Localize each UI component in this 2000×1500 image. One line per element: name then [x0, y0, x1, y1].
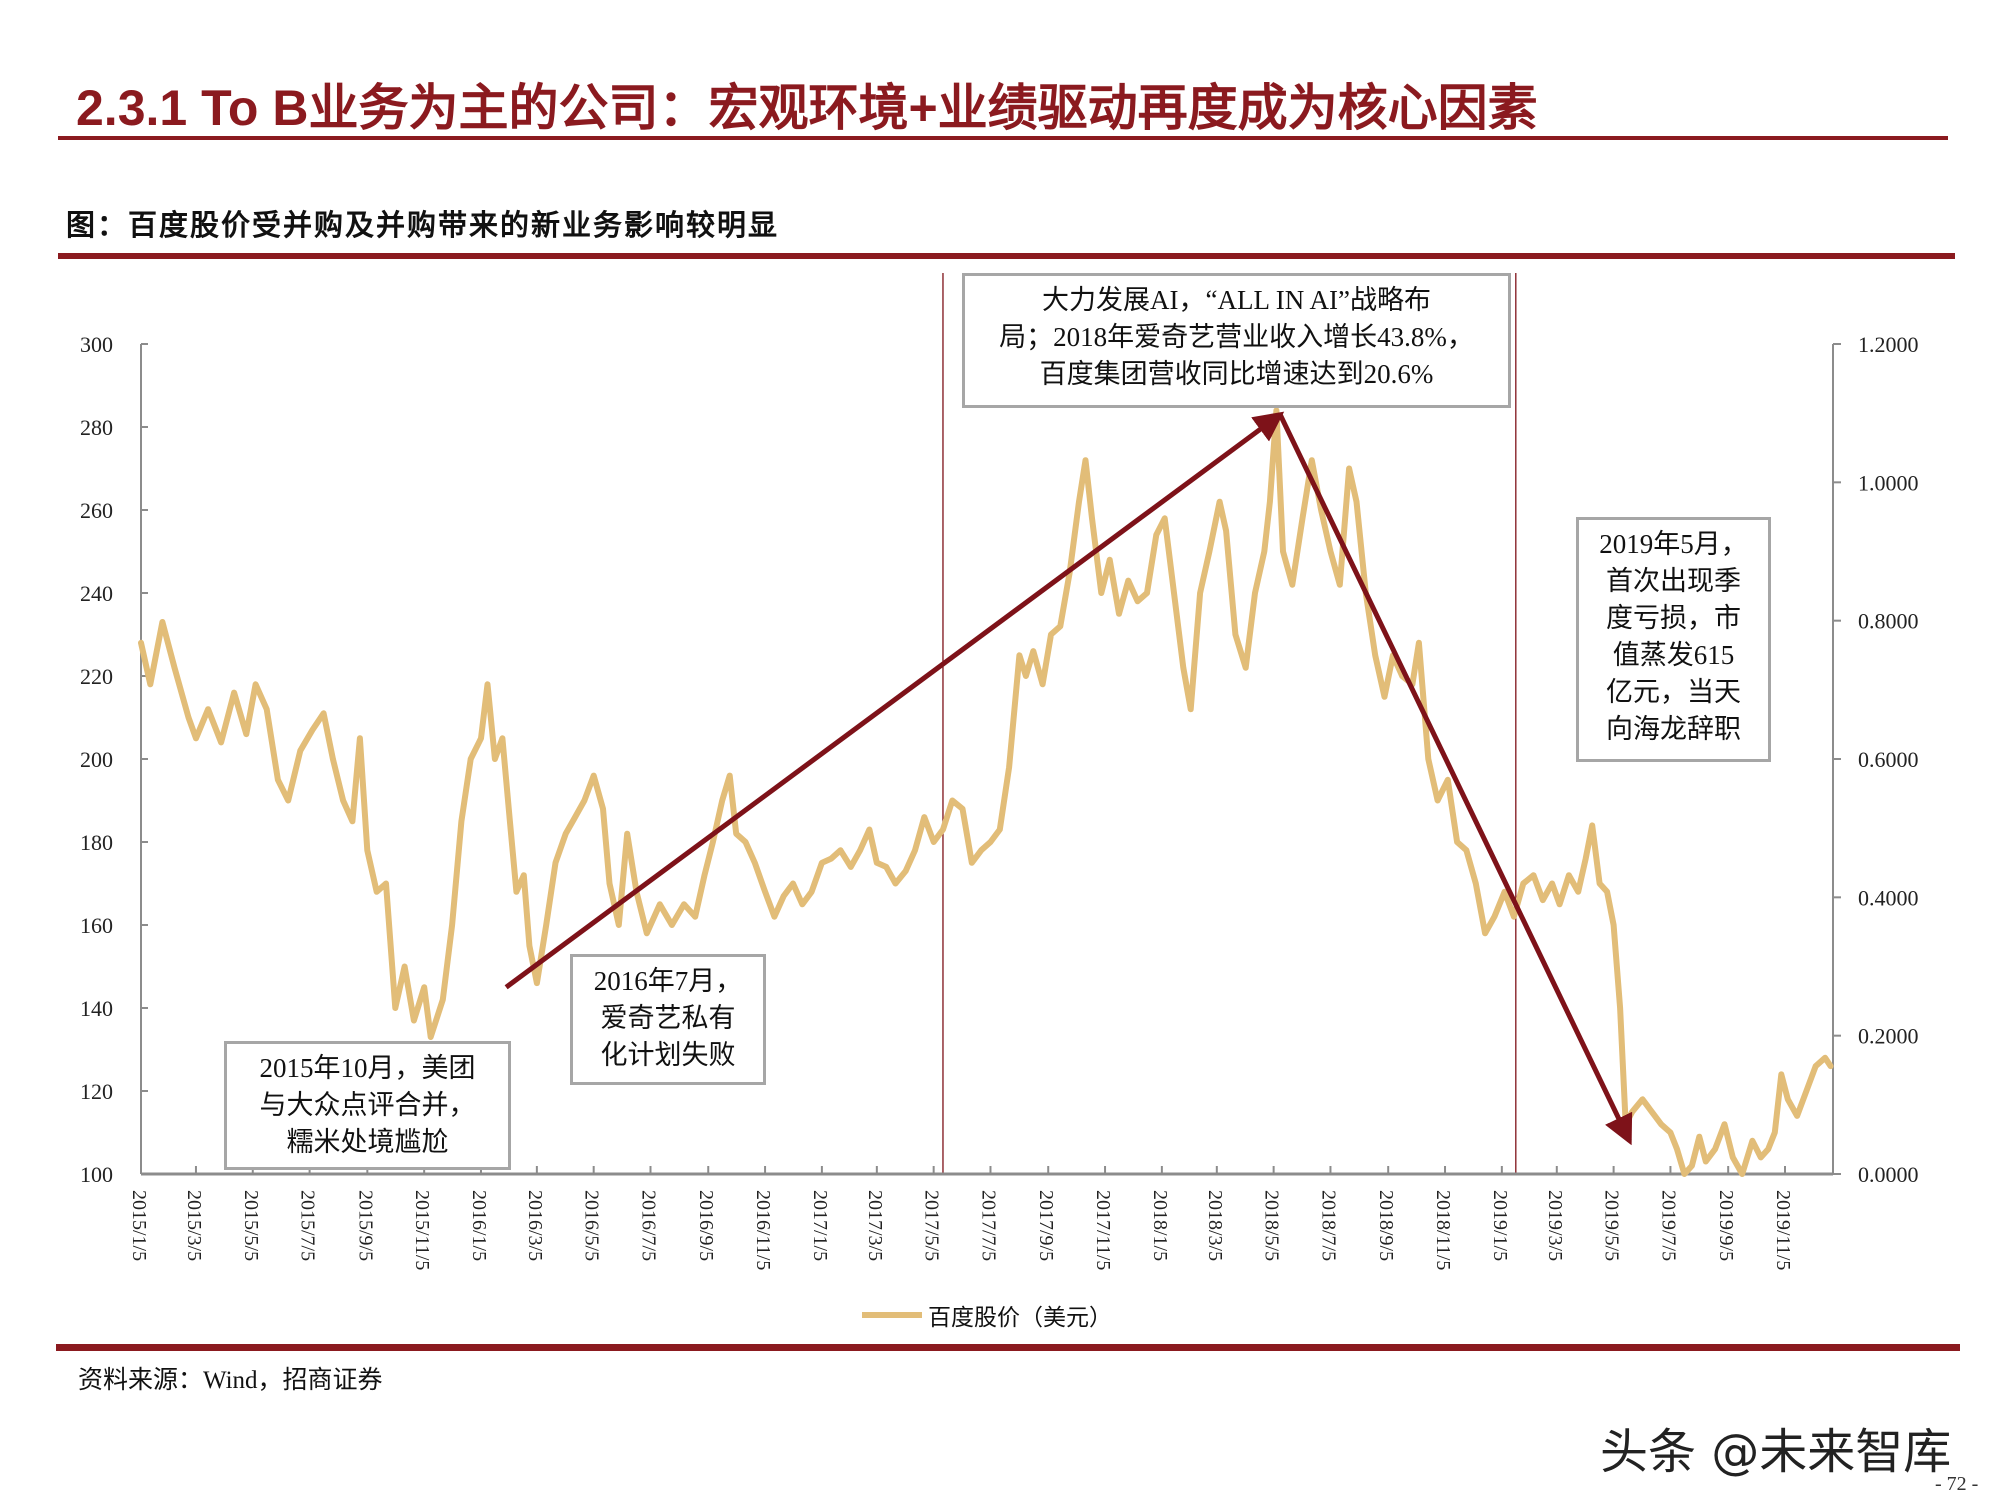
x-axis-tick-label: 2015/3/5 — [183, 1190, 205, 1261]
watermark: 头条 @未来智库 — [1600, 1424, 1952, 1480]
x-axis-tick-label: 2015/11/5 — [411, 1190, 433, 1270]
x-axis-tick-label: 2016/5/5 — [581, 1190, 603, 1261]
right-axis-tick-label: 1.2000 — [1858, 332, 1919, 357]
x-axis-tick-label: 2018/3/5 — [1204, 1190, 1226, 1261]
annotation-meituan-2015: 2015年10月，美团 与大众点评合并， 糯米处境尴尬 — [224, 1041, 511, 1170]
right-axis-tick-label: 0.8000 — [1858, 609, 1919, 634]
x-axis-tick-label: 2016/7/5 — [638, 1190, 660, 1261]
x-axis-tick-label: 2018/11/5 — [1432, 1190, 1454, 1270]
x-axis-tick-label: 2016/11/5 — [752, 1190, 774, 1270]
annotation-iqiyi-2016: 2016年7月， 爱奇艺私有 化计划失败 — [570, 954, 766, 1085]
x-axis-tick-label: 2015/1/5 — [128, 1190, 150, 1261]
annotation-line: 化计划失败 — [600, 1040, 736, 1070]
right-axis-tick-label: 0.2000 — [1858, 1024, 1919, 1049]
price-line — [138, 407, 1834, 1177]
x-axis-tick-label: 2016/9/5 — [695, 1190, 717, 1261]
x-axis-tick-label: 2019/9/5 — [1715, 1190, 1737, 1261]
x-axis-tick-label: 2017/9/5 — [1035, 1190, 1057, 1261]
source-note: 资料来源：Wind，招商证券 — [78, 1367, 383, 1394]
page-number: - 72 - — [1935, 1473, 1979, 1495]
x-axis-tick-label: 2018/7/5 — [1317, 1190, 1339, 1261]
annotation-line: 2016年7月， — [593, 966, 743, 996]
x-axis-tick-label: 2017/7/5 — [977, 1190, 999, 1261]
left-axis-tick-label: 240 — [80, 581, 113, 606]
right-axis-tick-label: 1.0000 — [1858, 470, 1919, 495]
annotation-line: 与大众点评合并， — [259, 1090, 476, 1120]
annotation-line: 百度集团营收同比增速达到20.6% — [1039, 359, 1434, 389]
x-axis-tick-label: 2019/11/5 — [1772, 1190, 1794, 1270]
annotation-line: 局；2018年爱奇艺营业收入增长43.8%， — [999, 322, 1474, 352]
left-axis-tick-label: 160 — [80, 913, 113, 938]
left-axis-tick-label: 200 — [80, 747, 113, 772]
right-axis-tick-label: 0.4000 — [1858, 885, 1919, 910]
x-axis-tick-label: 2017/5/5 — [921, 1190, 943, 1261]
legend-swatch — [862, 1312, 922, 1318]
x-axis-tick-label: 2019/7/5 — [1657, 1190, 1679, 1261]
annotation-line: 向海龙辞职 — [1606, 714, 1741, 744]
x-axis-tick-label: 2018/9/5 — [1375, 1190, 1397, 1261]
left-axis-tick-label: 260 — [80, 498, 113, 523]
x-axis-tick-label: 2019/5/5 — [1601, 1190, 1623, 1261]
x-axis-tick-label: 2015/9/5 — [354, 1190, 376, 1261]
x-axis-tick-label: 2015/5/5 — [240, 1190, 262, 1261]
annotation-line: 亿元，当天 — [1606, 677, 1741, 707]
footer-divider — [56, 1344, 1960, 1351]
annotation-line: 2019年5月， — [1599, 529, 1748, 559]
left-axis-tick-label: 120 — [80, 1079, 113, 1104]
left-axis-tick-label: 220 — [80, 664, 113, 689]
trend-arrow — [504, 411, 1285, 990]
title-divider — [58, 136, 1948, 140]
annotation-line: 爱奇艺私有 — [600, 1003, 736, 1033]
legend-label: 百度股价（美元） — [928, 1305, 1112, 1330]
x-axis-tick-label: 2017/1/5 — [809, 1190, 831, 1261]
x-axis-tick-label: 2018/5/5 — [1261, 1190, 1283, 1261]
left-axis-tick-label: 140 — [80, 996, 113, 1021]
caption-divider — [58, 253, 1955, 259]
left-axis-tick-label: 100 — [80, 1162, 113, 1187]
x-axis-tick-label: 2016/3/5 — [524, 1190, 546, 1261]
annotation-line: 糯米处境尴尬 — [286, 1127, 449, 1157]
x-axis-tick-label: 2019/3/5 — [1544, 1190, 1566, 1261]
annotation-ai-strategy: 大力发展AI，“ALL IN AI”战略布 局；2018年爱奇艺营业收入增长43… — [962, 273, 1511, 408]
annotation-line: 首次出现季 — [1606, 566, 1741, 596]
left-axis-tick-label: 180 — [80, 830, 113, 855]
right-axis-tick-label: 0.0000 — [1858, 1162, 1919, 1187]
trend-arrow — [1277, 413, 1633, 1146]
figure-caption: 图：百度股价受并购及并购带来的新业务影响较明显 — [66, 210, 780, 242]
x-axis-tick-label: 2015/7/5 — [297, 1190, 319, 1261]
x-axis-tick-label: 2017/11/5 — [1092, 1190, 1114, 1270]
x-axis-tick-label: 2018/1/5 — [1149, 1190, 1171, 1261]
annotation-line: 大力发展AI，“ALL IN AI”战略布 — [1042, 285, 1431, 315]
annotation-line: 值蒸发615 — [1612, 640, 1735, 670]
left-axis-tick-label: 300 — [80, 332, 113, 357]
legend: 百度股价（美元） — [862, 1300, 1112, 1330]
annotation-line: 2015年10月，美团 — [259, 1053, 476, 1083]
x-axis-tick-label: 2016/1/5 — [468, 1190, 490, 1261]
right-axis-tick-label: 0.6000 — [1858, 747, 1919, 772]
annotation-q-loss-2019: 2019年5月， 首次出现季 度亏损，市 值蒸发615 亿元，当天 向海龙辞职 — [1576, 517, 1771, 762]
x-axis-tick-label: 2017/3/5 — [864, 1190, 886, 1261]
page-title: 2.3.1 To B业务为主的公司：宏观环境+业绩驱动再度成为核心因素 — [76, 80, 1538, 136]
x-axis-tick-label: 2019/1/5 — [1489, 1190, 1511, 1261]
left-axis-tick-label: 280 — [80, 415, 113, 440]
annotation-line: 度亏损，市 — [1606, 603, 1741, 633]
